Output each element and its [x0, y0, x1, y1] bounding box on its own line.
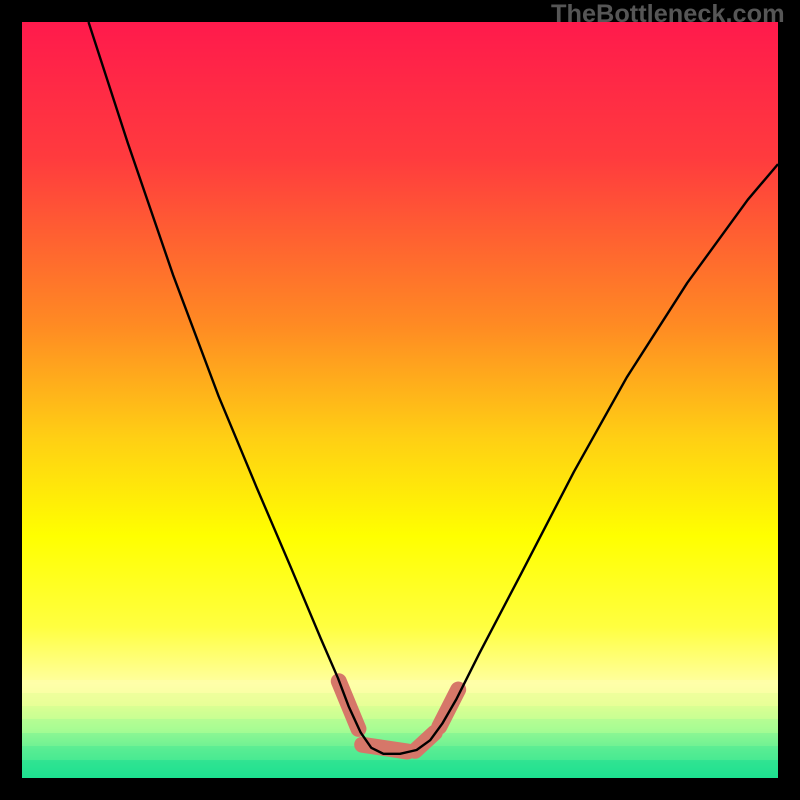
watermark-text: TheBottleneck.com — [551, 0, 785, 29]
chart-frame: TheBottleneck.com — [0, 0, 800, 800]
bottom-marker-segment — [439, 690, 458, 727]
plot-area — [22, 22, 778, 778]
bottleneck-v-curve — [89, 22, 779, 754]
curve-layer — [22, 22, 778, 778]
